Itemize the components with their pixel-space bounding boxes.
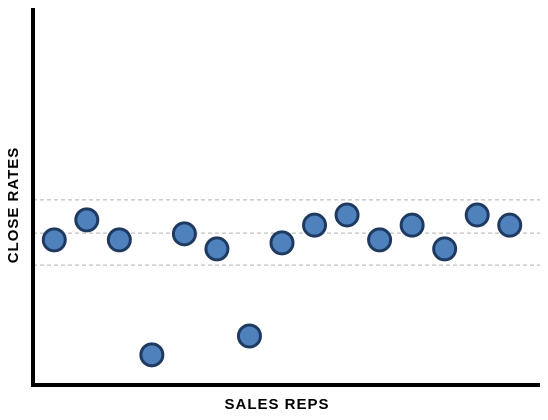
point bbox=[497, 212, 523, 238]
point bbox=[106, 227, 132, 253]
point bbox=[464, 202, 490, 228]
point bbox=[302, 212, 328, 238]
point bbox=[269, 230, 295, 256]
point bbox=[74, 207, 100, 233]
point bbox=[334, 202, 360, 228]
point bbox=[204, 236, 230, 262]
point bbox=[367, 227, 393, 253]
point bbox=[41, 227, 67, 253]
point bbox=[139, 342, 165, 368]
point bbox=[432, 236, 458, 262]
point bbox=[236, 323, 262, 349]
x-axis-label: SALES REPS bbox=[224, 396, 329, 413]
point bbox=[399, 212, 425, 238]
point bbox=[171, 221, 197, 247]
y-axis-label: CLOSE RATES bbox=[5, 147, 22, 264]
